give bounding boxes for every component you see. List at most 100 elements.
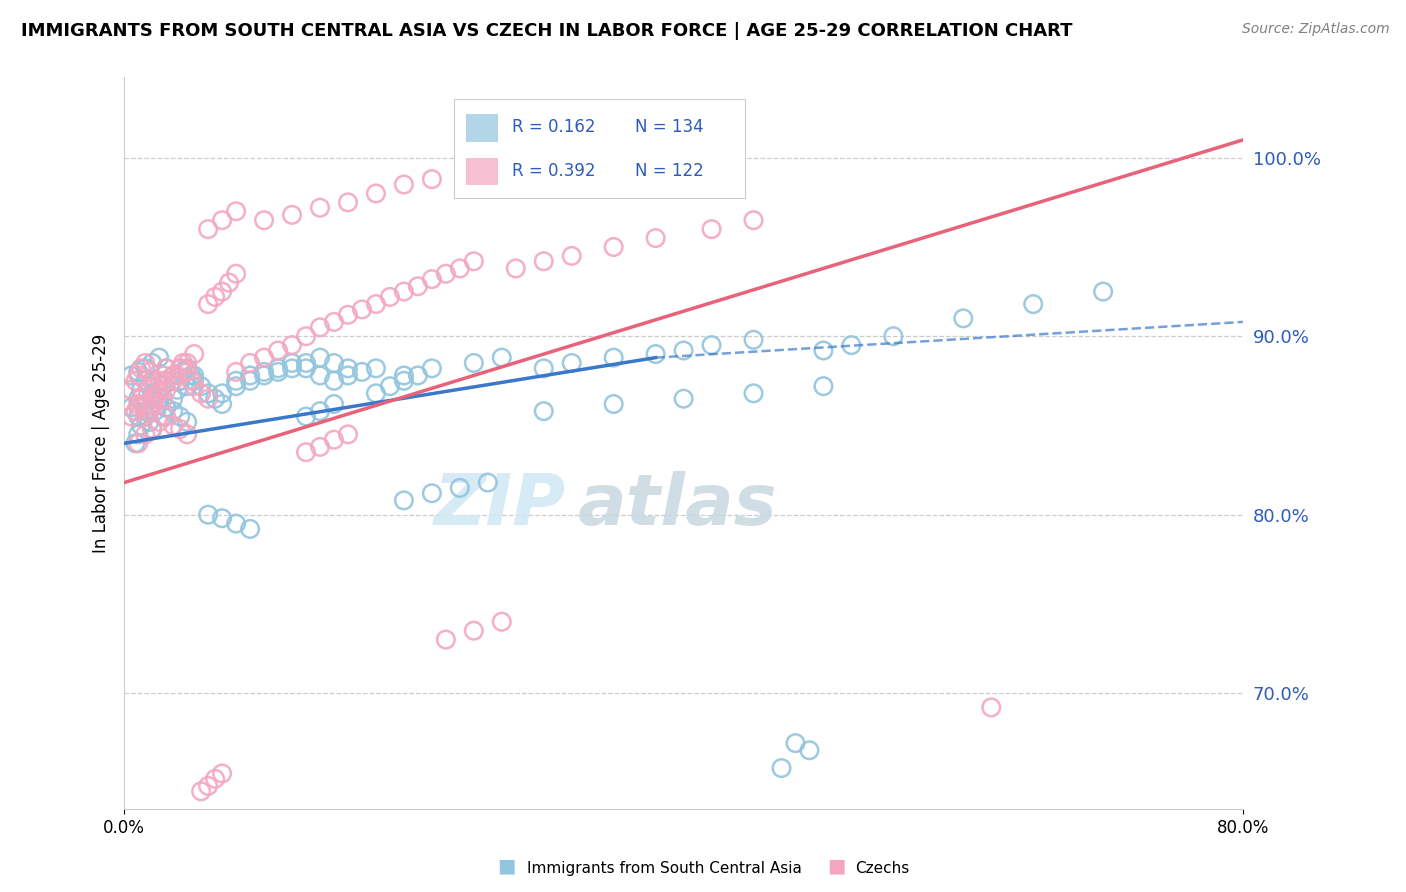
Point [190,386,212,401]
Point [420,272,443,286]
Point [225,379,247,393]
Point [281,356,304,370]
Text: Immigrants from South Central Asia: Immigrants from South Central Asia [527,861,803,876]
Point [267,361,290,376]
Point [378,379,401,393]
Point [672,343,695,358]
Point [392,285,415,299]
Point [700,222,723,236]
Point [162,418,184,433]
Point [120,383,142,397]
Point [505,261,527,276]
Point [180,368,202,383]
Point [799,743,821,757]
Point [169,422,191,436]
Point [162,392,184,406]
Point [141,374,163,388]
Point [742,213,765,227]
Point [309,201,332,215]
Point [211,213,233,227]
Point [323,356,346,370]
Point [336,368,359,383]
Point [463,356,485,370]
Point [406,279,429,293]
Point [155,409,177,424]
Point [183,374,205,388]
Point [166,368,188,383]
Point [770,761,793,775]
Point [239,368,262,383]
Point [239,374,262,388]
Point [785,736,807,750]
Point [392,178,415,192]
Point [197,392,219,406]
Point [281,208,304,222]
Point [155,361,177,376]
Point [169,374,191,388]
Point [169,361,191,376]
Point [323,433,346,447]
Point [602,351,624,365]
Point [155,383,177,397]
Point [155,361,177,376]
Point [148,386,170,401]
Point [169,361,191,376]
Point [392,493,415,508]
Point [190,379,212,393]
Point [204,392,226,406]
Point [162,404,184,418]
Point [225,374,247,388]
Point [267,365,290,379]
Point [309,351,332,365]
Point [134,401,156,415]
Point [134,356,156,370]
Point [141,397,163,411]
Point [267,343,290,358]
Point [239,356,262,370]
Point [211,766,233,780]
Point [162,368,184,383]
Point [138,379,160,393]
Point [127,365,149,379]
Point [152,409,174,424]
Point [143,392,166,406]
Point [176,379,198,393]
Point [477,475,499,490]
Point [434,632,457,647]
Point [449,261,471,276]
Point [169,374,191,388]
Point [491,351,513,365]
Point [253,368,276,383]
Point [533,404,555,418]
Point [281,361,304,376]
Point [148,374,170,388]
Point [644,231,666,245]
Point [197,297,219,311]
Point [533,254,555,268]
Point [183,379,205,393]
Point [841,338,863,352]
Point [148,392,170,406]
Point [644,347,666,361]
Point [176,415,198,429]
Point [602,240,624,254]
Point [449,481,471,495]
Point [211,386,233,401]
Point [134,427,156,442]
Point [463,624,485,638]
Point [143,379,166,393]
Point [162,368,184,383]
Point [169,409,191,424]
Point [124,436,146,450]
Point [225,267,247,281]
Point [197,222,219,236]
Point [295,445,318,459]
Point [155,374,177,388]
Point [176,361,198,376]
Point [378,290,401,304]
Y-axis label: In Labor Force | Age 25-29: In Labor Force | Age 25-29 [93,334,110,553]
Point [350,302,373,317]
Point [225,365,247,379]
Point [148,415,170,429]
Point [120,401,142,415]
